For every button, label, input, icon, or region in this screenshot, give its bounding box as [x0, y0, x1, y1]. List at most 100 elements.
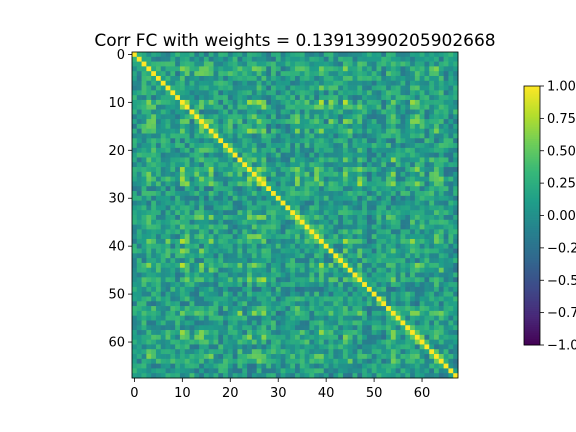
colorbar-segment [524, 292, 540, 295]
heatmap-cell [237, 200, 243, 206]
heatmap-cell [443, 354, 449, 360]
heatmap-cell [434, 243, 440, 249]
heatmap-cell [328, 147, 334, 154]
heatmap-cell [237, 181, 243, 187]
heatmap-cell [405, 219, 411, 225]
heatmap-cell [429, 277, 435, 283]
heatmap-cell [342, 147, 349, 154]
heatmap-cell [136, 61, 142, 67]
heatmap-cell [151, 152, 157, 158]
heatmap-cell [179, 52, 186, 58]
heatmap-cell [333, 248, 339, 254]
heatmap-cell [376, 200, 382, 206]
heatmap-cell [179, 95, 186, 101]
heatmap-cell [414, 109, 420, 115]
heatmap-cell [362, 315, 368, 321]
heatmap-cell [318, 354, 325, 360]
colorbar-segment [524, 150, 540, 154]
heatmap-cell [256, 272, 262, 278]
heatmap-cell [338, 310, 344, 317]
heatmap-cell [194, 152, 200, 158]
heatmap-cell [299, 104, 305, 110]
heatmap-cell [352, 258, 358, 264]
heatmap-cell [347, 373, 353, 379]
heatmap-cell [290, 253, 296, 259]
heatmap-cell [256, 75, 262, 82]
heatmap-cell [146, 243, 152, 249]
heatmap-cell [165, 200, 171, 206]
heatmap-cell [136, 373, 142, 379]
heatmap-cell [203, 186, 210, 192]
heatmap-cell [285, 349, 291, 355]
heatmap-cell [304, 243, 310, 249]
heatmap-cell [362, 210, 368, 216]
heatmap-cell [405, 258, 411, 264]
heatmap-cell [314, 56, 320, 62]
heatmap-cell [347, 133, 353, 139]
heatmap-cell [189, 195, 195, 201]
heatmap-cell [414, 147, 420, 154]
heatmap-cell [371, 320, 377, 326]
heatmap-cell [184, 253, 190, 259]
heatmap-cell [242, 104, 248, 110]
heatmap-cell [328, 243, 334, 249]
heatmap-cell [304, 109, 310, 115]
heatmap-cell [357, 61, 363, 67]
heatmap-cell [443, 373, 449, 379]
heatmap-cell [232, 258, 238, 264]
heatmap-cell [453, 171, 459, 177]
heatmap-cell [256, 85, 262, 91]
heatmap-cell [151, 210, 157, 216]
heatmap-cell [371, 138, 377, 144]
heatmap-cell [400, 229, 406, 235]
heatmap-cell [184, 320, 190, 326]
heatmap-cell [136, 229, 142, 235]
heatmap-cell [424, 234, 430, 240]
heatmap-cell [400, 128, 406, 134]
colorbar: 1.000.750.500.250.00−0.25−0.50−0.75−1.00 [523, 80, 576, 354]
heatmap-cell [285, 99, 291, 106]
heatmap-cell [232, 176, 238, 182]
heatmap-cell [371, 267, 377, 273]
heatmap-cell [271, 186, 277, 192]
heatmap-cell [453, 282, 459, 288]
heatmap-cell [179, 272, 186, 278]
heatmap-cell [132, 119, 138, 125]
heatmap-cell [151, 315, 157, 321]
heatmap-cell [376, 195, 382, 201]
heatmap-cell [309, 248, 315, 254]
heatmap-cell [309, 368, 315, 374]
heatmap-cell [160, 171, 166, 177]
heatmap-cell [179, 138, 186, 144]
heatmap-cell [347, 358, 353, 364]
heatmap-cell [390, 80, 397, 86]
heatmap-cell [223, 200, 229, 206]
heatmap-cell [381, 243, 387, 249]
heatmap-cell [424, 71, 430, 77]
heatmap-cell [189, 354, 195, 360]
heatmap-cell [290, 229, 296, 235]
heatmap-cell [155, 152, 162, 158]
heatmap-cell [175, 344, 181, 350]
heatmap-cell [280, 368, 286, 374]
heatmap-cell [443, 210, 449, 216]
heatmap-cell [285, 61, 291, 67]
heatmap-cell [208, 133, 214, 139]
heatmap-cell [323, 306, 329, 312]
heatmap-cell [266, 320, 272, 326]
heatmap-cell [237, 253, 243, 259]
heatmap-cell [400, 320, 406, 326]
heatmap-cell [299, 306, 305, 312]
heatmap-cell [203, 99, 210, 106]
heatmap-cell [271, 215, 277, 221]
heatmap-cell [376, 215, 382, 221]
heatmap-cell [170, 95, 176, 101]
heatmap-cell [280, 210, 286, 216]
heatmap-cell [232, 243, 238, 249]
heatmap-cell [390, 373, 397, 379]
heatmap-cell [414, 238, 420, 245]
heatmap-cell [141, 334, 147, 340]
heatmap-cell [160, 286, 166, 293]
heatmap-cell [405, 315, 411, 321]
heatmap-cell [304, 128, 310, 134]
